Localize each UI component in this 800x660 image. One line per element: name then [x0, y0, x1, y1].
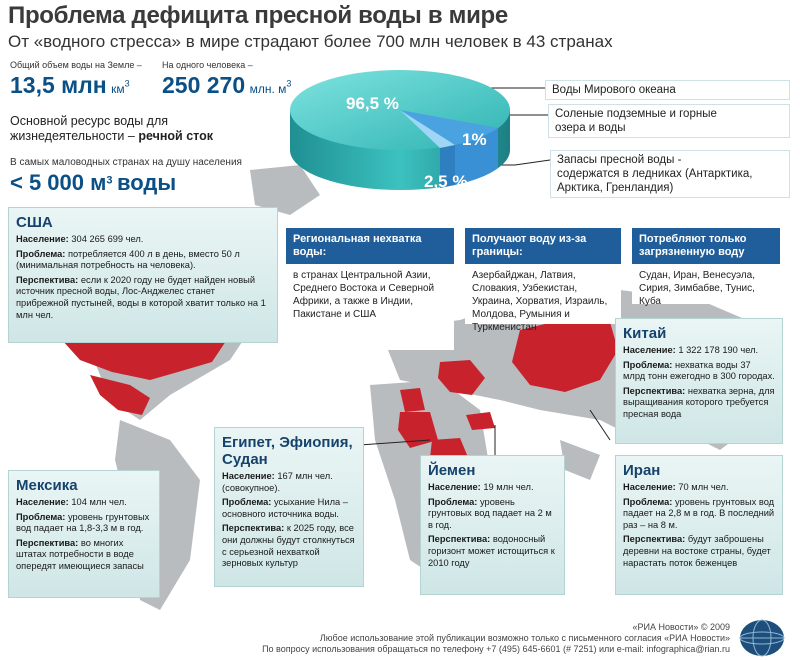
mexico-shape	[90, 375, 150, 415]
yemen-perspective: Перспектива: водоносный горизонт может и…	[428, 534, 555, 568]
lowwater-word: воды	[116, 170, 177, 195]
pie-label-fresh-line3: Арктика, Гренландия)	[557, 182, 674, 194]
page-subtitle: От «водного стресса» в мире страдают бол…	[8, 32, 613, 51]
yemen-problem: Проблема: уровень грунтовых вод падает н…	[428, 496, 552, 530]
country-box-mexico: Мексика Население: 104 млн чел. Проблема…	[8, 470, 160, 598]
iran-population: Население: 70 млн чел.	[623, 482, 729, 492]
country-box-egypt: Египет, Эфиопия, Судан Население: 167 мл…	[214, 427, 364, 587]
total-water-number: 13,5 млн	[10, 72, 107, 98]
china-shape	[512, 318, 618, 392]
main-resource: Основной ресурс воды для жизнедеятельнос…	[10, 114, 285, 144]
country-box-iran: Иран Население: 70 млн чел. Проблема: ур…	[615, 455, 783, 595]
ria-globe-logo	[739, 619, 785, 657]
lowwater-label: В самых маловодных странах на душу насел…	[10, 157, 242, 168]
china-perspective: Перспектива: нехватка зерна, для выращив…	[623, 385, 775, 419]
yemen-population: Население: 19 млн чел.	[428, 482, 534, 492]
pie-pct-fresh: 2,5 %	[424, 172, 468, 191]
pie-label-fresh: Запасы пресной воды - содержатся в ледни…	[550, 150, 790, 198]
country-box-yemen: Йемен Население: 19 млн чел. Проблема: у…	[420, 455, 565, 595]
pie-side-fresh	[440, 145, 455, 188]
mexico-problem: Проблема: уровень грунтовых вод падает н…	[16, 511, 150, 534]
pie-label-ground-line1: Соленые подземные и горные	[555, 108, 717, 120]
country-name-iran: Иран	[623, 462, 661, 479]
lowwater-sup: 3	[106, 174, 113, 187]
footer-usage: Любое использование этой публикации возм…	[319, 633, 730, 643]
category-import-title: Получают воду из-за границы:	[465, 228, 621, 264]
country-box-usa: США Население: 304 265 699 чел. Проблема…	[8, 207, 278, 343]
country-name-usa: США	[16, 214, 53, 231]
pie-pct-ground: 1%	[462, 130, 487, 149]
total-water-label: Общий объем воды на Земле –	[10, 60, 142, 70]
per-person-unit: млн. м	[249, 82, 287, 96]
pie-side-fresh-2	[455, 128, 498, 185]
water-pie-chart	[290, 70, 510, 190]
main-resource-bold: речной сток	[138, 129, 214, 143]
pie-slice-ground	[400, 110, 455, 148]
total-water-value: 13,5 млн км3	[10, 72, 130, 99]
pie-label-ground: Соленые подземные и горные озера и воды	[548, 104, 790, 138]
country-name-china: Китай	[623, 325, 667, 342]
egypt-population: Население: 167 млн чел. (совокупное).	[222, 471, 333, 493]
pie-label-ground-line2: озера и воды	[555, 122, 626, 134]
total-water-sup: 3	[124, 78, 130, 89]
egypt-problem: Проблема: усыхание Нила – основного исто…	[222, 497, 348, 519]
country-name-yemen: Йемен	[428, 462, 476, 479]
china-problem: Проблема: нехватка воды 37 млрд тонн еже…	[623, 359, 775, 382]
iran-perspective: Перспектива: будут заброшены деревни на …	[623, 534, 771, 568]
page-title: Проблема дефицита пресной воды в мире	[8, 2, 508, 29]
pie-label-ocean: Воды Мирового океана	[545, 80, 790, 100]
country-name-egypt: Египет, Эфиопия, Судан	[222, 434, 353, 468]
footer: «РИА Новости» © 2009 Любое использование…	[130, 622, 730, 655]
category-regional: Региональная нехватка воды: в странах Це…	[286, 228, 454, 350]
china-population: Население: 1 322 178 190 чел.	[623, 345, 759, 355]
footer-contact: По вопросу использования обращаться по т…	[262, 644, 730, 654]
category-regional-title: Региональная нехватка воды:	[286, 228, 454, 264]
category-import-body: Азербайджан, Латвия, Словакия, Узбекиста…	[465, 264, 621, 333]
country-box-china: Китай Население: 1 322 178 190 чел. Проб…	[615, 318, 783, 444]
egypt-perspective: Перспектива: к 2025 году, все они должны…	[222, 523, 355, 569]
total-water-unit: км	[111, 82, 125, 96]
category-polluted-title: Потребляют только загрязненную воду	[632, 228, 780, 264]
pie-pct-ocean: 96,5 %	[346, 94, 399, 113]
per-person-sup: 3	[286, 78, 292, 89]
footer-copyright: «РИА Новости» © 2009	[632, 622, 730, 632]
iran-shape	[438, 360, 485, 395]
yemen-shape	[466, 412, 495, 430]
lowwater-value: < 5 000 м3 воды	[10, 170, 176, 196]
category-import: Получают воду из-за границы: Азербайджан…	[465, 228, 621, 333]
pie-label-fresh-line1: Запасы пресной воды -	[557, 154, 682, 166]
country-name-mexico: Мексика	[16, 477, 78, 494]
per-person-value: 250 270 млн. м3	[162, 72, 291, 99]
sudan-shape	[398, 412, 438, 448]
pie-slice-fresh	[400, 110, 498, 145]
category-regional-body: в странах Центральной Азии, Среднего Вос…	[286, 264, 454, 350]
usa-population: Население: 304 265 699 чел.	[16, 234, 144, 244]
per-person-number: 250 270	[162, 72, 246, 98]
mexico-perspective: Перспектива: во многих штатах потребност…	[16, 537, 144, 571]
usa-problem: Проблема: потребляется 400 л в день, вме…	[16, 248, 240, 271]
mexico-population: Население: 104 млн чел.	[16, 497, 127, 507]
iran-problem: Проблема: уровень грунтовых вод падает н…	[623, 496, 775, 530]
lowwater-number: < 5 000 м	[10, 170, 107, 195]
egypt-shape	[400, 388, 425, 412]
usa-perspective: Перспектива: если к 2020 году не будет н…	[16, 274, 266, 320]
category-polluted: Потребляют только загрязненную воду Суда…	[632, 228, 780, 307]
main-resource-text: Основной ресурс воды для жизнедеятельнос…	[10, 114, 169, 143]
per-person-label: На одного человека –	[162, 60, 253, 70]
category-polluted-body: Судан, Иран, Венесуэла, Сирия, Зимбабве,…	[632, 264, 780, 307]
pie-label-fresh-line2: содержатся в ледниках (Антарктика,	[557, 168, 753, 180]
